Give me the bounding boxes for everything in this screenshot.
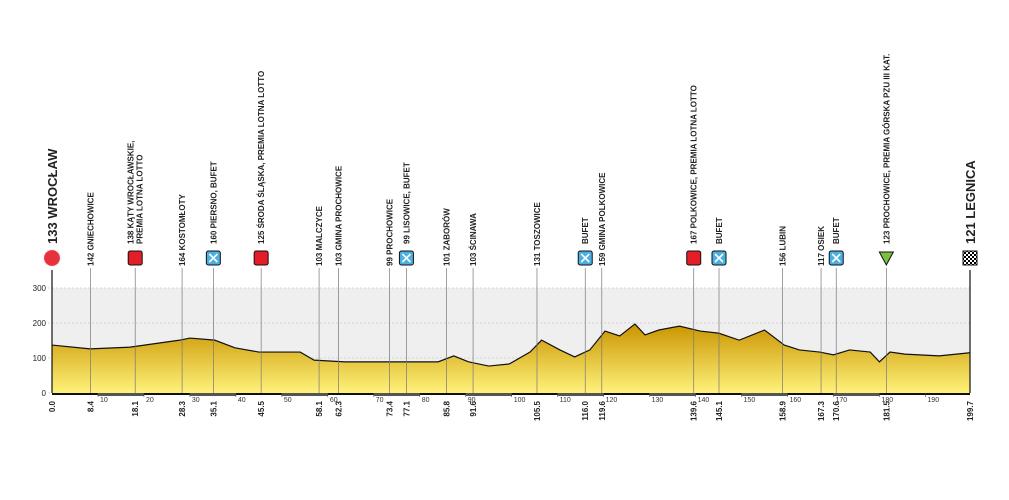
km-label: 73.4 bbox=[385, 400, 394, 416]
km-strip bbox=[833, 393, 880, 396]
marker-climb bbox=[878, 251, 895, 267]
x-tick-label: 50 bbox=[284, 397, 292, 404]
waypoint-label: 99 LISOWICE, BUFET bbox=[402, 162, 411, 244]
km-strip bbox=[741, 393, 788, 396]
x-tick-label: 90 bbox=[468, 397, 476, 404]
km-strip bbox=[281, 393, 328, 396]
km-label: 167.3 bbox=[817, 400, 826, 421]
waypoint-label: 133 WROCŁAW bbox=[45, 148, 60, 244]
waypoint-label: 167 POLKOWICE, PREMIA LOTNA LOTTO bbox=[690, 85, 699, 244]
marker-feed bbox=[208, 253, 218, 263]
x-tick-label: 170 bbox=[835, 397, 847, 404]
marker-start bbox=[44, 250, 60, 266]
marker-finish bbox=[962, 250, 978, 266]
x-tick-label: 20 bbox=[146, 397, 154, 404]
x-tick-label: 120 bbox=[606, 397, 618, 404]
km-label: 119.6 bbox=[598, 400, 607, 420]
y-tick-label: 100 bbox=[33, 354, 47, 363]
x-tick-label: 130 bbox=[652, 397, 664, 404]
km-label: 8.4 bbox=[87, 400, 96, 412]
waypoint-label: 103 GMINA PROCHOWICE bbox=[334, 165, 343, 266]
km-strip bbox=[465, 393, 512, 396]
km-label: 45.5 bbox=[257, 400, 266, 416]
km-strip bbox=[373, 393, 420, 396]
x-tick-label: 60 bbox=[330, 397, 338, 404]
waypoint-label: 160 PIERSNO, BUFET bbox=[209, 161, 218, 244]
waypoint-label: 121 LEGNICA bbox=[963, 160, 978, 244]
waypoint-label: 125 ŚRODA ŚLĄSKA, PREMIA LOTNA LOTTO bbox=[257, 71, 266, 244]
marker-sprint bbox=[127, 250, 143, 266]
waypoint-label: 99 PROCHOWICE bbox=[385, 198, 394, 266]
y-tick-label: 200 bbox=[33, 319, 47, 328]
km-label: 145.1 bbox=[715, 400, 724, 421]
waypoint-label: 103 ŚCINAWA bbox=[469, 213, 478, 266]
waypoint-label: 156 LUBIN bbox=[778, 226, 787, 266]
marker-sprint bbox=[253, 250, 269, 266]
km-label: 199.7 bbox=[966, 400, 975, 421]
km-label: 0.0 bbox=[48, 400, 57, 412]
marker-sprint bbox=[686, 250, 702, 266]
km-label: 116.0 bbox=[581, 400, 590, 420]
waypoint-label: BUFET bbox=[581, 217, 590, 244]
km-label: 181.5 bbox=[882, 400, 891, 421]
km-label: 28.3 bbox=[178, 400, 187, 416]
x-tick-label: 140 bbox=[698, 397, 710, 404]
km-label: 91.6 bbox=[469, 400, 478, 416]
marker-feed bbox=[831, 253, 841, 263]
waypoint-label: 159 GMINA POLKOWICE bbox=[598, 172, 607, 266]
waypoint-label: BUFET bbox=[715, 217, 724, 244]
km-strip bbox=[97, 393, 144, 396]
km-strip bbox=[649, 393, 696, 396]
x-tick-label: 30 bbox=[192, 397, 200, 404]
km-label: 77.1 bbox=[402, 400, 411, 416]
km-label: 62.3 bbox=[334, 400, 343, 416]
waypoint-label: 131 TOSZOWICE bbox=[533, 201, 542, 266]
km-label: 170.6 bbox=[832, 400, 841, 421]
x-tick-label: 110 bbox=[560, 397, 571, 404]
km-label: 35.1 bbox=[209, 400, 218, 416]
waypoint-label: 138 KĄTY WROCŁAWSKIE, bbox=[127, 141, 136, 244]
waypoint-label: 164 KOSTOMŁOTY bbox=[178, 193, 187, 266]
x-tick-label: 40 bbox=[238, 397, 246, 404]
profile-area bbox=[52, 324, 970, 393]
km-label: 139.6 bbox=[690, 400, 699, 421]
marker-start bbox=[43, 249, 61, 267]
km-strip bbox=[189, 393, 236, 396]
km-label: 58.1 bbox=[315, 400, 324, 416]
marker-feed bbox=[714, 253, 724, 263]
marker-feed bbox=[401, 253, 411, 263]
x-tick-label: 190 bbox=[927, 397, 939, 404]
x-tick-label: 100 bbox=[514, 397, 526, 404]
y-tick-label: 0 bbox=[42, 389, 47, 398]
km-label: 158.9 bbox=[778, 400, 787, 421]
x-tick-label: 160 bbox=[790, 397, 802, 404]
x-tick-label: 70 bbox=[376, 397, 384, 404]
km-label: 105.5 bbox=[533, 400, 542, 421]
waypoint-label: BUFET bbox=[832, 217, 841, 244]
x-tick-label: 80 bbox=[422, 397, 430, 404]
waypoint-label: 117 OSIEK bbox=[817, 226, 826, 266]
waypoint-label: 103 MALCZYCE bbox=[315, 205, 324, 266]
waypoint-label: 142 GNIECHOWICE bbox=[87, 192, 96, 266]
waypoint-label: 123 PROCHOWICE, PREMIA GÓRSKA PZU III KA… bbox=[882, 54, 891, 244]
km-label: 18.1 bbox=[131, 400, 140, 416]
km-strip bbox=[557, 393, 604, 396]
km-label: 85.8 bbox=[442, 400, 451, 416]
x-tick-label: 10 bbox=[100, 397, 108, 404]
y-tick-label: 300 bbox=[33, 284, 47, 293]
waypoint-label: 101 ZABORÓW bbox=[442, 208, 451, 266]
waypoint-label: PREMIA LOTNA LOTTO bbox=[136, 155, 145, 244]
x-tick-label: 150 bbox=[744, 397, 756, 404]
x-tick-label: 180 bbox=[881, 397, 893, 404]
profile-line bbox=[51, 323, 971, 367]
marker-feed bbox=[580, 253, 590, 263]
